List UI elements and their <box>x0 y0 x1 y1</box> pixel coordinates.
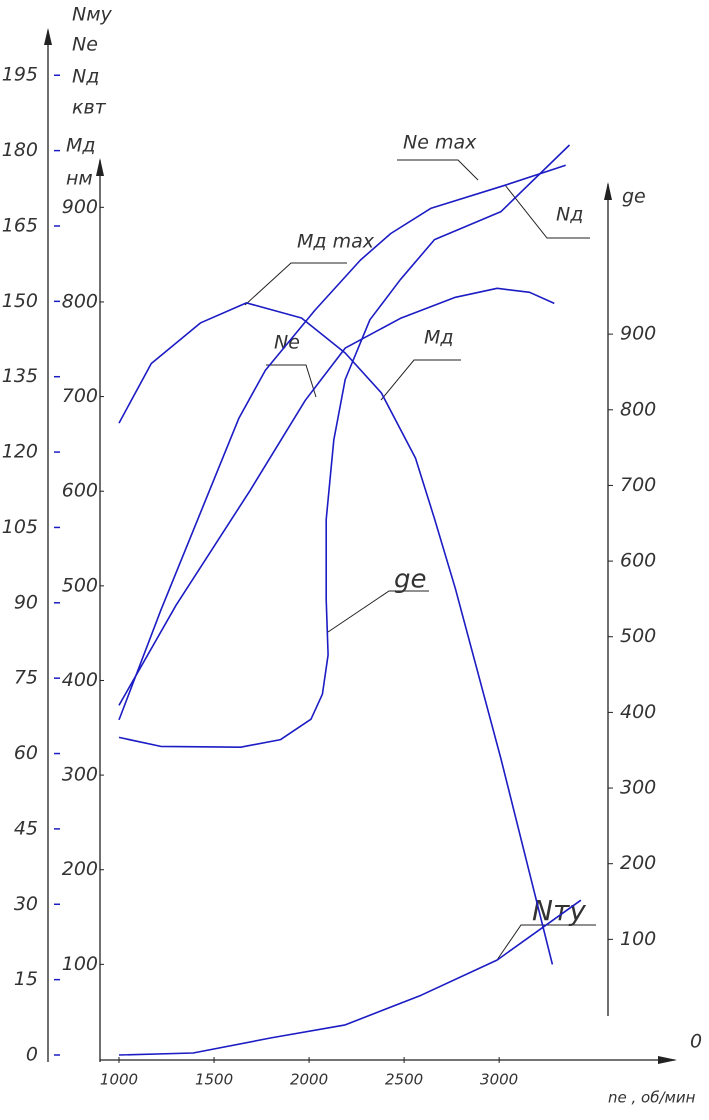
series-line <box>118 287 555 706</box>
arrow <box>96 158 104 176</box>
annotation: 0 <box>690 1031 702 1053</box>
y-label: Nд <box>72 66 99 88</box>
y2-tick-label: 900 <box>62 196 98 218</box>
series-line <box>118 144 571 748</box>
y-tick-label: 45 <box>14 817 38 839</box>
y2-label: Mд <box>66 135 96 157</box>
x-label: nе , об/мин <box>608 1089 696 1107</box>
series-line <box>118 899 582 1056</box>
y2-tick-label: 500 <box>62 574 98 596</box>
y-tick-label: 135 <box>2 365 38 387</box>
y3-tick-label: 300 <box>620 777 656 799</box>
y-tick-label: 90 <box>14 591 38 613</box>
leader <box>327 590 429 633</box>
leader <box>504 184 590 239</box>
x-tick-label: 2500 <box>385 1071 423 1089</box>
leader <box>496 924 596 961</box>
y3-tick-label: 500 <box>620 625 656 647</box>
y-tick-label: 150 <box>2 290 38 312</box>
arrow <box>44 28 52 45</box>
y-tick-label: 195 <box>2 64 38 86</box>
series-line <box>118 302 554 965</box>
y3-tick-label: 800 <box>620 398 656 420</box>
y-tick-label: 30 <box>14 893 38 915</box>
x-tick-label: 1000 <box>100 1071 138 1089</box>
annotations: Nе max Nд Mд max Nе Mд gе Nту 0 <box>244 132 702 1053</box>
y-label: Nму <box>72 4 113 26</box>
y-label: квт <box>72 97 107 119</box>
y3-tick-label: 700 <box>620 474 656 496</box>
x-tick-label: 3000 <box>480 1071 518 1089</box>
leader <box>244 262 347 306</box>
y-tick-label: 105 <box>2 516 38 538</box>
annotation: Nту <box>532 894 586 927</box>
y-tick-label: 75 <box>14 667 38 689</box>
y3-label: gе <box>622 186 646 208</box>
y3-tick-label: 100 <box>620 928 656 950</box>
y3-tick-label: 400 <box>620 701 656 723</box>
annotation: Mд <box>424 327 454 349</box>
y2-tick-label: 200 <box>62 858 98 880</box>
series-line <box>118 164 566 721</box>
leader <box>397 159 479 181</box>
y-tick-label: 120 <box>2 441 38 463</box>
y-tick-label: 165 <box>2 214 38 236</box>
axis-titles: Nму Nе Nд квт Mд нм gе nе , об/мин <box>66 4 696 1107</box>
y-tick-label: 180 <box>2 139 38 161</box>
annotation: Nд <box>556 204 583 226</box>
arrow <box>658 1056 677 1064</box>
y3-tick-label: 200 <box>620 852 656 874</box>
y3-tick-label: 600 <box>620 550 656 572</box>
y-tick-label: 0 <box>26 1044 38 1066</box>
y2-tick-label: 800 <box>62 290 98 312</box>
y-tick-label: 15 <box>14 968 38 990</box>
x-tick-label: 1500 <box>195 1071 233 1089</box>
y-tick-label: 60 <box>14 742 38 764</box>
y2-tick-label: 100 <box>62 953 98 975</box>
annotation: Nе <box>274 332 300 354</box>
y2-label: нм <box>66 168 93 190</box>
y2-tick-label: 300 <box>62 764 98 786</box>
arrow <box>604 182 612 200</box>
y3-tick-label: 900 <box>620 323 656 345</box>
y2-tick-label: 600 <box>62 480 98 502</box>
axes <box>44 28 677 1064</box>
y2-tick-label: 400 <box>62 669 98 691</box>
leader <box>266 364 317 398</box>
x-tick-label: 2000 <box>290 1071 328 1089</box>
annotation: Mд max <box>297 231 375 253</box>
leader <box>380 359 461 401</box>
annotation: Nе max <box>403 132 477 154</box>
y-label: Nе <box>72 34 98 56</box>
y2-tick-label: 700 <box>62 385 98 407</box>
annotation: gе <box>394 565 427 595</box>
